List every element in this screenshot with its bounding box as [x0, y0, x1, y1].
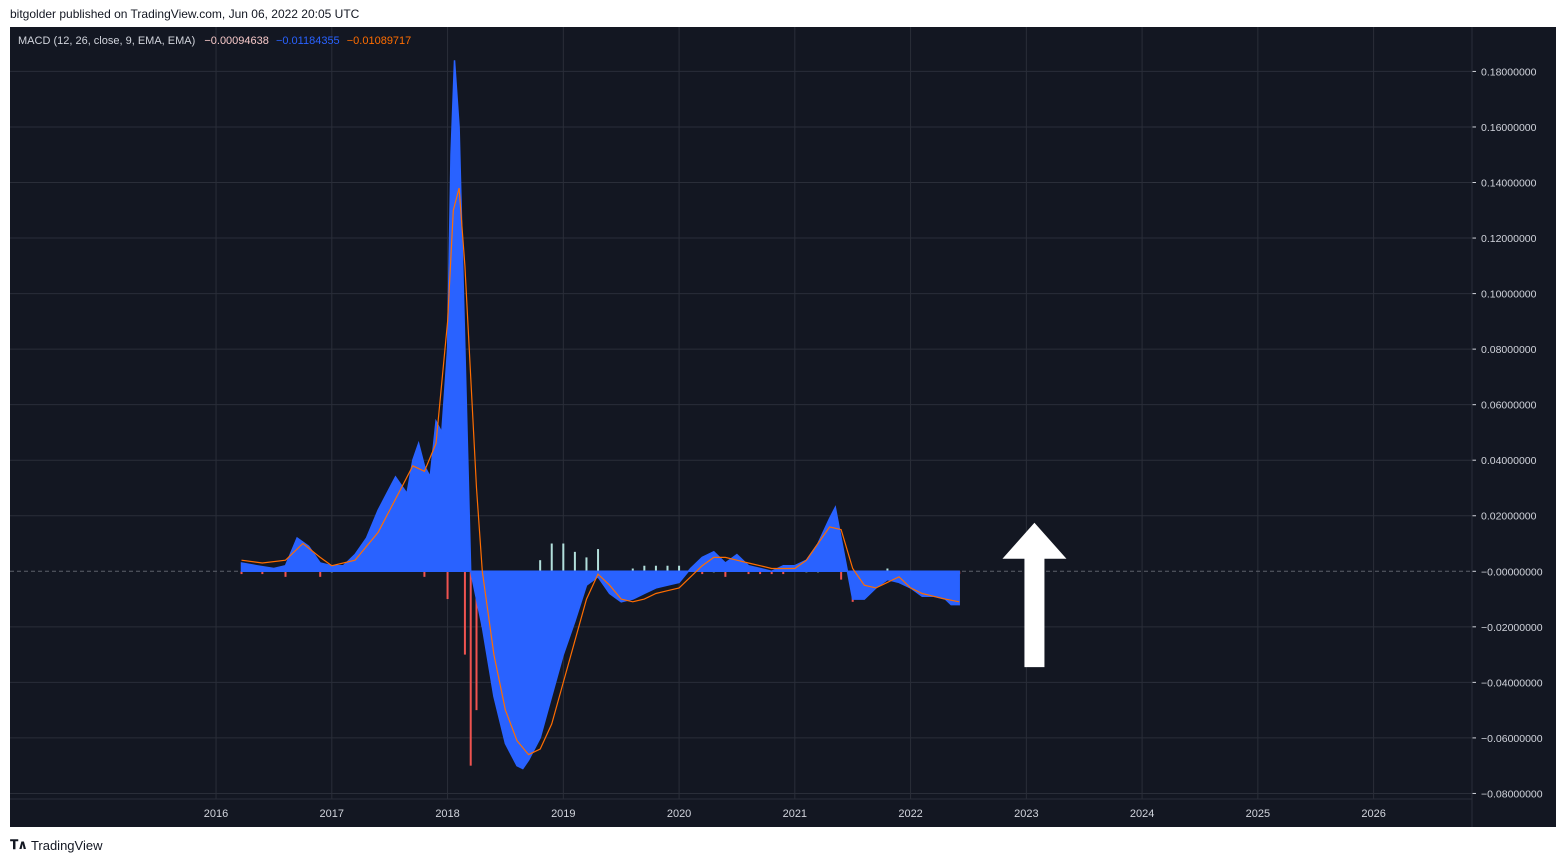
histogram-bar [666, 565, 669, 572]
indicator-legend: MACD (12, 26, close, 9, EMA, EMA) −0.000… [18, 35, 415, 47]
histogram-bar [678, 565, 681, 572]
x-tick-label: 2024 [1130, 808, 1154, 820]
x-tick-label: 2021 [783, 808, 807, 820]
chart-panel[interactable]: 2016 2017 2018 2019 2020 2021 2022 2023 2024 2025… [10, 27, 1556, 827]
histogram-bar [585, 557, 588, 572]
histogram-bar [886, 568, 889, 572]
histogram-bar [643, 565, 646, 572]
y-tick-label: 0.12000000 [1481, 233, 1537, 245]
x-tick-label: 2018 [435, 808, 459, 820]
signal-series-line [241, 187, 960, 756]
macd-series-area [240, 60, 960, 770]
y-tick-label: −0.04000000 [1481, 677, 1543, 689]
tradingview-logo-icon[interactable]: 𝐓∧ [10, 837, 28, 852]
histogram-bar [782, 571, 785, 575]
histogram-bar [724, 571, 727, 577]
histogram-bar [747, 571, 750, 575]
histogram-bar [770, 571, 773, 575]
y-tick-label: 0.14000000 [1481, 178, 1537, 190]
histogram-bar [597, 549, 600, 572]
y-tick-label: −0.06000000 [1481, 733, 1543, 745]
y-tick-label: 0.16000000 [1481, 122, 1537, 134]
macd-chart[interactable]: 2016 2017 2018 2019 2020 2021 2022 2023 2024 2025… [10, 27, 1556, 827]
histogram-bar [550, 543, 553, 572]
histogram-bar [423, 571, 426, 577]
histogram-bar [319, 571, 322, 577]
publish-header: bitgolder published on TradingView.com, … [10, 7, 360, 21]
up-arrow-annotation [1002, 522, 1067, 668]
y-tick-label: −0.02000000 [1481, 622, 1543, 634]
y-tick-label: 0.04000000 [1481, 455, 1537, 467]
y-tick-label: 0.06000000 [1481, 400, 1537, 412]
legend-macd-value: −0.01184355 [275, 35, 340, 47]
y-tick-label: 0.10000000 [1481, 289, 1537, 301]
histogram-bar [654, 565, 657, 572]
legend-indicator-name[interactable]: MACD (12, 26, close, 9, EMA, EMA) [18, 35, 196, 47]
x-tick-label: 2022 [898, 808, 922, 820]
y-tick-label: 0.18000000 [1481, 66, 1537, 78]
histogram-bar [631, 568, 634, 572]
x-tick-label: 2025 [1246, 808, 1270, 820]
y-tick-label: 0.02000000 [1481, 511, 1537, 523]
footer-brand[interactable]: TradingView [30, 837, 103, 853]
y-tick-label: 0.08000000 [1481, 344, 1537, 356]
plot-background [10, 27, 1556, 827]
legend-signal-value: −0.01089717 [346, 35, 412, 47]
histogram-bar [840, 571, 843, 580]
legend-histogram-value: −0.00094638 [204, 35, 269, 47]
histogram-bar [261, 571, 264, 575]
histogram-bar [475, 571, 478, 711]
histogram-bar [759, 571, 762, 575]
x-tick-label: 2017 [320, 808, 344, 820]
histogram-bar [463, 571, 466, 655]
x-tick-label: 2016 [204, 808, 228, 820]
histogram-bar [573, 551, 576, 572]
y-tick-label: −0.08000000 [1481, 788, 1543, 800]
x-tick-label: 2020 [667, 808, 691, 820]
footer: 𝐓∧ TradingView [10, 837, 102, 853]
histogram-bar [284, 571, 287, 577]
histogram-bar [562, 543, 565, 572]
x-tick-label: 2026 [1361, 808, 1385, 820]
x-tick-label: 2023 [1014, 808, 1038, 820]
histogram-bar [539, 560, 542, 572]
histogram-bar [446, 571, 449, 600]
histogram-bar [701, 571, 704, 575]
histogram-bar [469, 571, 472, 766]
y-tick-label: −0.00000000 [1481, 566, 1543, 578]
histogram-bar [240, 571, 243, 575]
x-tick-label: 2019 [551, 808, 575, 820]
